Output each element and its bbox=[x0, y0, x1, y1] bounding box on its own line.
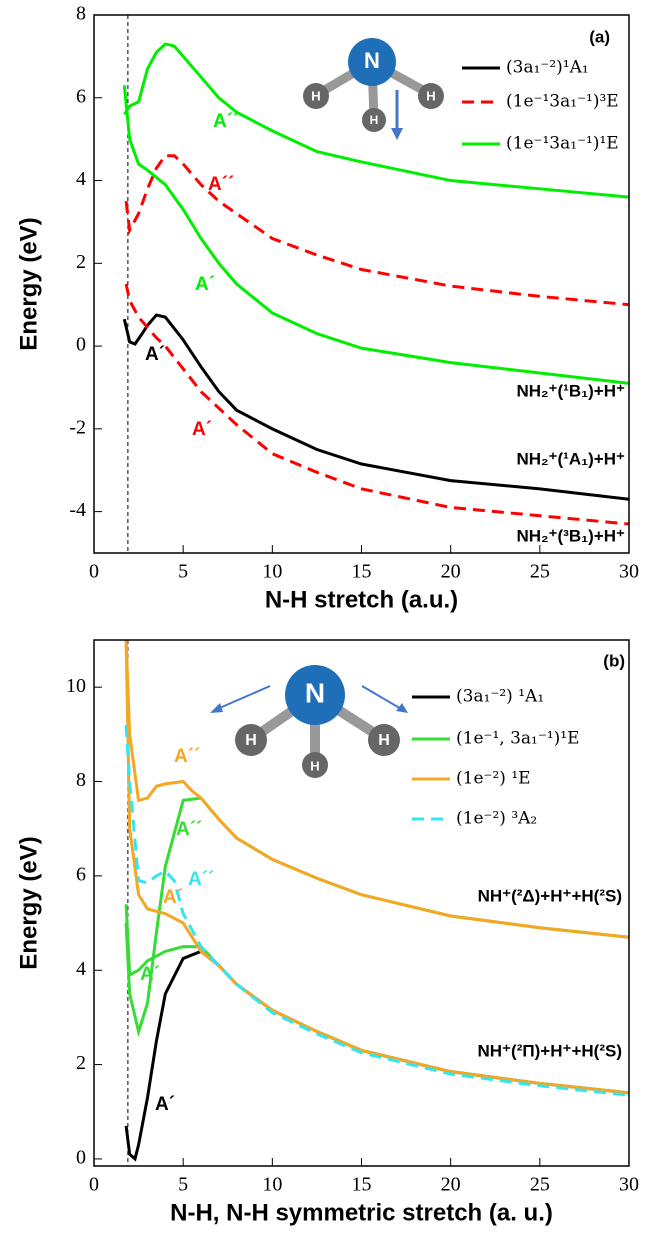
series-line bbox=[124, 283, 629, 526]
series-line bbox=[124, 154, 629, 307]
series-line bbox=[124, 904, 629, 1095]
y-tick-label: 4 bbox=[76, 958, 86, 980]
legend-label: (3a₁⁻²) ¹A₁ bbox=[456, 687, 544, 707]
legend-label: (1e⁻²) ¹E bbox=[456, 769, 531, 789]
y-tick-label: 2 bbox=[76, 251, 86, 273]
x-tick-label: 0 bbox=[89, 561, 99, 583]
series-line bbox=[122, 313, 629, 501]
annotation: NH⁺(²Δ)+H⁺+H(²S) bbox=[478, 886, 622, 905]
panel-label: (b) bbox=[603, 651, 625, 670]
panel: 0 5 10 15 20 25 30 0 2 4 6 8 10 N-H, N-H symmetric st… bbox=[15, 639, 639, 1226]
x-tick-label: 0 bbox=[89, 1174, 99, 1196]
y-tick-label: 6 bbox=[76, 85, 86, 107]
legend-label: (1e⁻¹3a₁⁻¹)¹E bbox=[506, 134, 619, 154]
branch-label: A´´ bbox=[174, 746, 200, 767]
x-tick-label: 5 bbox=[178, 561, 188, 583]
x-tick-label: 15 bbox=[352, 561, 372, 583]
branch-label: A´´ bbox=[208, 174, 234, 195]
y-axis-label: Energy (eV) bbox=[15, 836, 42, 969]
plot-frame bbox=[93, 639, 630, 1167]
branch-label: A´ bbox=[192, 419, 212, 440]
x-tick-label: 20 bbox=[441, 1174, 461, 1196]
x-axis-label: N-H stretch (a.u.) bbox=[265, 586, 458, 613]
branch-label: A´ bbox=[195, 274, 215, 295]
legend-label: (1e⁻¹3a₁⁻¹)³E bbox=[506, 92, 619, 112]
x-tick-label: 20 bbox=[441, 561, 461, 583]
series-line bbox=[124, 640, 629, 939]
x-tick-label: 10 bbox=[262, 1174, 282, 1196]
icon-label: H bbox=[311, 88, 320, 103]
y-tick-label: -2 bbox=[69, 416, 86, 438]
branch-label: A´ bbox=[140, 964, 160, 985]
plot-frame bbox=[93, 14, 630, 554]
branch-label: A´´ bbox=[176, 819, 202, 840]
legend-label: (1e⁻²) ³A₂ bbox=[456, 809, 537, 829]
icon-label: H bbox=[310, 758, 319, 773]
y-tick-label: 4 bbox=[76, 168, 86, 190]
panel-label: (a) bbox=[589, 27, 610, 46]
x-tick-label: 15 bbox=[352, 1174, 372, 1196]
branch-label: A´ bbox=[155, 1094, 175, 1115]
icon-label: H bbox=[426, 88, 435, 103]
branch-label: A´ bbox=[145, 344, 165, 365]
series-line bbox=[124, 724, 629, 1097]
icon-label: H bbox=[378, 732, 390, 749]
molecule-icon: N H H H bbox=[303, 38, 444, 140]
x-tick-label: 25 bbox=[530, 1174, 550, 1196]
x-tick-label: 30 bbox=[619, 561, 639, 583]
annotation: NH₂⁺(³B₁)+H⁺ bbox=[516, 526, 625, 545]
annotation: NH₂⁺(¹B₁)+H⁺ bbox=[516, 381, 625, 400]
icon-label: H bbox=[245, 732, 257, 749]
x-axis-label: N-H, N-H symmetric stretch (a. u.) bbox=[170, 1199, 553, 1226]
icon-label: N bbox=[364, 48, 380, 73]
branch-label: A´´ bbox=[213, 111, 239, 132]
panel: 0 5 10 15 20 25 30 -4 -2 0 2 4 6 8 N-H stretch (a.u.) E… bbox=[15, 3, 639, 614]
y-tick-label: 8 bbox=[76, 3, 86, 25]
branch-label: A´´ bbox=[188, 869, 214, 890]
series-line bbox=[122, 85, 629, 385]
annotation: NH₂⁺(¹A₁)+H⁺ bbox=[516, 449, 625, 468]
legend-label: (1e⁻¹, 3a₁⁻¹)¹E bbox=[456, 729, 580, 749]
icon-label: H bbox=[370, 113, 379, 127]
x-tick-label: 10 bbox=[262, 561, 282, 583]
molecule-icon: N H H H bbox=[210, 665, 408, 778]
y-axis-label: Energy (eV) bbox=[15, 217, 42, 350]
icon-label: N bbox=[305, 677, 325, 708]
y-tick-label: 0 bbox=[76, 1147, 86, 1169]
y-tick-label: -4 bbox=[69, 499, 86, 521]
x-tick-label: 25 bbox=[530, 561, 550, 583]
branch-label: A´ bbox=[163, 887, 183, 908]
y-tick-label: 6 bbox=[76, 863, 86, 885]
annotation: NH⁺(²Π)+H⁺+H(²S) bbox=[478, 1041, 623, 1060]
series-line bbox=[124, 640, 629, 1095]
y-tick-label: 0 bbox=[76, 334, 86, 356]
y-tick-label: 8 bbox=[76, 769, 86, 791]
y-tick-label: 2 bbox=[76, 1052, 86, 1074]
legend-label: (3a₁⁻²)¹A₁ bbox=[506, 58, 589, 78]
x-tick-label: 5 bbox=[178, 1174, 188, 1196]
x-tick-label: 30 bbox=[619, 1174, 639, 1196]
y-tick-label: 10 bbox=[66, 675, 86, 697]
series-line bbox=[123, 42, 629, 199]
